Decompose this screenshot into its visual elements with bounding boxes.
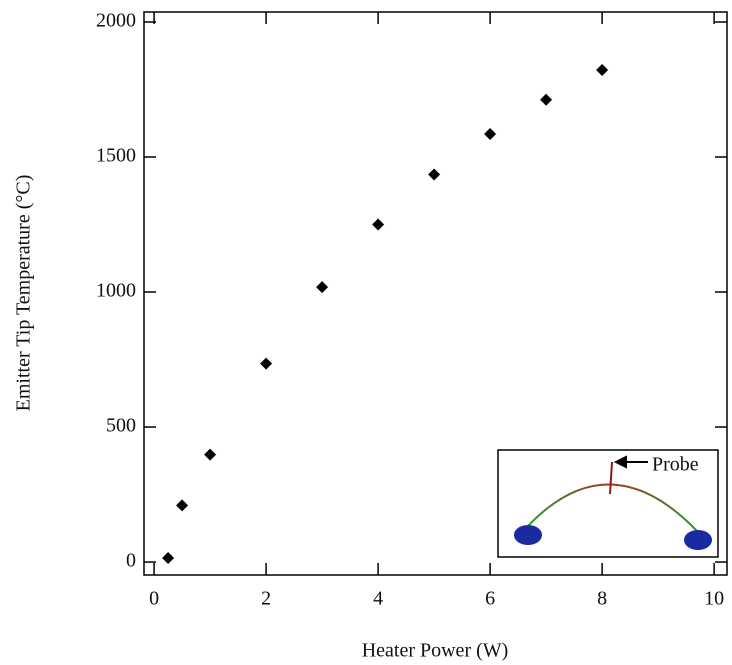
- data-point: [204, 448, 217, 461]
- y-axis-label: Emitter Tip Temperature (°C): [13, 175, 35, 412]
- x-tick-label: 8: [597, 588, 607, 610]
- data-point: [176, 499, 189, 512]
- data-point: [260, 357, 273, 370]
- y-tick-label: 0: [126, 550, 136, 572]
- y-tick-label: 2000: [96, 10, 136, 32]
- data-point: [540, 93, 553, 106]
- x-axis-label: Heater Power (W): [362, 640, 509, 662]
- data-point: [372, 218, 385, 231]
- annotation: Probe: [652, 454, 699, 476]
- probe-tip: [609, 461, 613, 495]
- x-tick-label: 2: [261, 588, 271, 610]
- y-tick-label: 1500: [96, 145, 136, 167]
- data-point: [316, 281, 329, 294]
- x-tick-label: 6: [485, 588, 495, 610]
- data-point: [162, 551, 175, 564]
- inset: Probe: [497, 449, 719, 558]
- x-tick-label: 0: [149, 588, 159, 610]
- probe-arrow: [613, 455, 648, 469]
- plot-frame: [143, 11, 728, 576]
- y-tick-label: 1000: [96, 280, 136, 302]
- x-tick-label: 10: [704, 588, 724, 610]
- data-point: [484, 128, 497, 141]
- electrode: [514, 525, 542, 545]
- data-point: [596, 64, 609, 77]
- data-point: [428, 168, 441, 181]
- x-tick-label: 4: [373, 588, 383, 610]
- y-tick-label: 500: [106, 415, 136, 437]
- electrode: [684, 530, 712, 550]
